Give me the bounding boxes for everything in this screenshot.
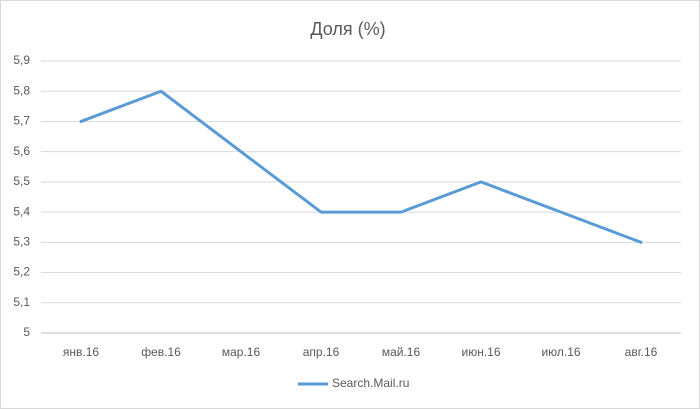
x-tick-label: апр.16 (303, 345, 340, 359)
y-tick-label: 5,5 (13, 174, 30, 188)
y-tick-label: 5,2 (13, 265, 30, 279)
y-tick-label: 5,8 (13, 83, 30, 97)
x-tick-label: июн.16 (461, 345, 500, 359)
y-tick-label: 5,4 (13, 204, 30, 218)
y-tick-label: 5,1 (13, 295, 30, 309)
y-tick-label: 5,7 (13, 114, 30, 128)
legend-label: Search.Mail.ru (332, 376, 409, 390)
y-tick-label: 5,3 (13, 235, 30, 249)
y-tick-label: 5 (23, 325, 30, 339)
x-tick-label: май.16 (382, 345, 421, 359)
x-tick-label: июл.16 (541, 345, 580, 359)
x-tick-label: фев.16 (141, 345, 181, 359)
chart-title: Доля (%) (310, 19, 385, 39)
x-tick-label: мар.16 (222, 345, 261, 359)
x-tick-label: авг.16 (625, 345, 658, 359)
line-series (79, 89, 643, 244)
y-tick-label: 5,6 (13, 144, 30, 158)
y-tick-label: 5,9 (13, 53, 30, 67)
x-tick-label: янв.16 (63, 345, 100, 359)
